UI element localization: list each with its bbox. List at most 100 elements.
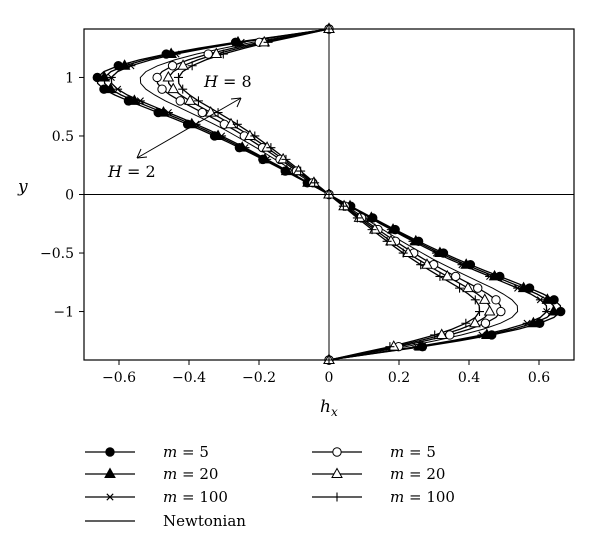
data-point	[250, 131, 260, 141]
data-point	[193, 96, 203, 106]
y-axis-title: y	[17, 177, 28, 197]
data-point	[332, 447, 342, 457]
data-point	[541, 293, 554, 304]
y-tick-label: −1	[53, 305, 74, 321]
data-point	[105, 493, 115, 501]
data-point	[416, 260, 426, 270]
series-markers	[92, 22, 566, 365]
data-point	[261, 141, 273, 152]
x-tick-label: 0.4	[458, 370, 480, 386]
data-point	[178, 84, 188, 94]
x-tick-label: 0	[325, 370, 334, 386]
data-point	[98, 70, 111, 82]
legend: m = 5 m = 20 m = 100 Newtonian m = 5 m = 20 m …	[85, 443, 455, 530]
data-point	[104, 467, 116, 478]
data-point	[542, 307, 552, 316]
annotation-arrow-line	[136, 97, 242, 159]
data-point	[218, 49, 228, 59]
data-point	[296, 166, 306, 176]
data-point	[308, 176, 320, 187]
data-point	[480, 318, 491, 328]
data-point	[522, 319, 532, 327]
data-point	[105, 447, 115, 457]
data-point	[128, 94, 141, 105]
curve-h8-m20-markers	[162, 22, 496, 364]
data-point	[517, 281, 530, 293]
legend-entry: Newtonian	[85, 512, 246, 530]
data-point	[244, 129, 256, 140]
data-point	[435, 271, 445, 281]
data-point	[167, 61, 178, 71]
x-tick-label: 0.6	[528, 370, 550, 386]
data-point	[445, 330, 455, 340]
data-point	[441, 269, 454, 281]
annotations: H = 8 H = 2	[107, 72, 252, 181]
curve-h8-m100-markers	[174, 24, 484, 365]
data-point	[162, 70, 175, 82]
data-point	[435, 328, 448, 339]
y-tick-label: 1	[65, 70, 74, 86]
legend-label: m = 100	[390, 488, 455, 506]
data-point	[481, 328, 493, 339]
y-tick-label: 0.5	[52, 129, 74, 145]
legend-label: m = 5	[390, 443, 436, 461]
data-point	[385, 234, 397, 246]
data-point	[485, 272, 495, 281]
data-point	[118, 59, 131, 70]
data-point	[135, 97, 145, 105]
data-point	[266, 143, 276, 153]
data-point	[175, 96, 185, 106]
data-point	[203, 49, 213, 59]
data-point	[462, 281, 474, 293]
data-point	[240, 144, 250, 152]
data-point	[236, 38, 246, 46]
data-point	[387, 340, 400, 351]
x-tick-label: −0.6	[102, 370, 136, 386]
data-point	[365, 214, 375, 222]
x-tick-label: −0.2	[242, 370, 276, 386]
data-point	[217, 132, 227, 140]
data-point	[473, 283, 483, 293]
legend-entry: m = 100	[312, 488, 455, 506]
data-point	[483, 305, 496, 316]
data-point	[402, 246, 414, 258]
data-point	[324, 24, 334, 34]
annotation-h8: H = 8	[203, 72, 252, 91]
data-point	[547, 305, 560, 316]
data-point	[331, 467, 343, 478]
data-point	[157, 106, 170, 117]
y-tick-label: −0.5	[40, 246, 74, 262]
annotation-arrowhead-down	[136, 148, 148, 159]
data-point	[469, 316, 481, 328]
data-point	[152, 72, 162, 83]
data-point	[163, 108, 173, 117]
data-point	[488, 269, 501, 281]
data-point	[477, 331, 487, 339]
y-tick-label: 0	[65, 188, 74, 204]
data-point	[113, 85, 123, 93]
data-point	[283, 167, 293, 175]
data-point	[478, 293, 491, 304]
data-point	[263, 37, 273, 47]
data-point	[398, 248, 408, 258]
data-point	[496, 306, 506, 317]
legend-entry: m = 20	[312, 465, 445, 483]
data-point	[210, 47, 223, 59]
data-point	[262, 155, 272, 163]
data-point	[455, 283, 465, 293]
data-point	[324, 355, 334, 365]
data-point	[535, 296, 545, 304]
data-point	[187, 61, 197, 71]
data-point	[470, 295, 480, 305]
data-point	[338, 201, 348, 211]
x-axis-ticks: −0.6 −0.4 −0.2 0 0.2 0.4 0.6	[102, 360, 550, 386]
data-point	[332, 492, 342, 502]
legend-label: m = 20	[390, 465, 445, 483]
data-point	[165, 47, 177, 59]
data-point	[461, 318, 471, 328]
data-point	[408, 237, 418, 245]
data-point	[167, 82, 180, 94]
data-point	[174, 72, 183, 82]
data-point	[430, 330, 440, 340]
